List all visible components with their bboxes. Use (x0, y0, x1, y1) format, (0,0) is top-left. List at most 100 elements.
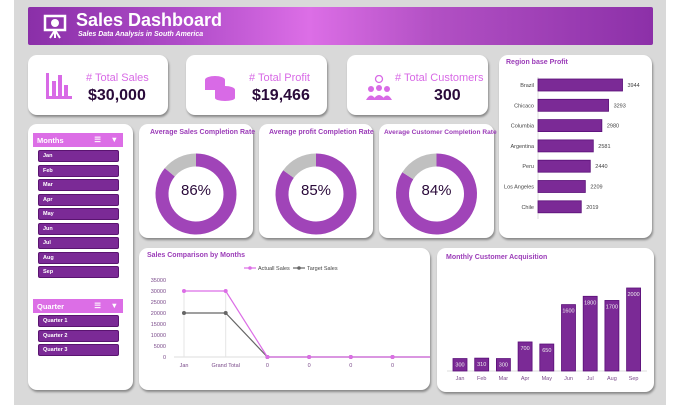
slicer-item-feb[interactable]: Feb (38, 164, 119, 177)
donut-slice-remaining (402, 153, 437, 180)
slicer-item-quarter-2[interactable]: Quarter 2 (38, 329, 119, 342)
y-tick-label: 20000 (151, 311, 166, 317)
data-point (265, 355, 270, 359)
data-point (307, 355, 312, 359)
data-label: 2000 (627, 292, 639, 298)
y-tick-label: 15000 (151, 322, 166, 328)
data-point (223, 289, 228, 293)
slicer-item-quarter-1[interactable]: Quarter 1 (38, 315, 119, 327)
donut-slice-completed (155, 153, 237, 235)
data-label: 1800 (584, 300, 596, 306)
slicer-item-sep[interactable]: Sep (38, 266, 119, 278)
chart-title: Sales Comparison by Months (147, 252, 246, 259)
bar (537, 139, 594, 153)
slicer-item-mar[interactable]: Mar (38, 179, 119, 191)
x-tick-label: 0 (349, 363, 352, 369)
kpi-label: # Total Sales (86, 72, 149, 84)
y-tick-label: 5000 (154, 344, 166, 350)
data-label: 2440 (595, 164, 607, 170)
multi-select-icon[interactable]: ☰ (94, 135, 101, 144)
slicer-item-jan[interactable]: Jan (38, 150, 119, 162)
slicer-item-jul[interactable]: Jul (38, 237, 119, 249)
x-tick-label: May (542, 376, 553, 382)
data-label: 2019 (586, 205, 598, 211)
clear-filter-icon[interactable]: ▼ (110, 301, 118, 310)
slicer-item-may[interactable]: May (38, 208, 119, 220)
bar (539, 343, 555, 372)
bar (561, 304, 576, 372)
sales-completion-donut (155, 153, 237, 235)
clear-filter-icon[interactable]: ▼ (110, 135, 118, 144)
kpi-value: $19,466 (252, 87, 310, 104)
data-label: 3293 (614, 103, 626, 109)
x-tick-label: Apr (521, 376, 530, 382)
legend-label: Actuall Sales (258, 266, 290, 272)
category-label: Chicaco (514, 103, 534, 109)
quarter-slicer-header: Quarter ☰ ▼ (33, 299, 123, 313)
y-tick-label: 10000 (151, 333, 166, 339)
kpi-total-sales: # Total Sales $30,000 (28, 55, 168, 115)
bar (452, 358, 468, 372)
y-tick-label: 0 (163, 355, 166, 361)
months-slicer-header: Months ☰ ▼ (33, 133, 123, 147)
category-label: Columbia (511, 124, 535, 130)
chart-title: Average profit Completion Rate (269, 129, 374, 136)
data-label: 2980 (607, 124, 619, 130)
kpi-value: $30,000 (88, 87, 146, 104)
chart-title: Average Customer Completion Rate (384, 129, 497, 136)
bar (537, 119, 603, 132)
donut-label: 84% (421, 182, 452, 199)
series-line (184, 290, 430, 358)
kpi-label: # Total Profit (249, 72, 310, 84)
bar (537, 180, 586, 193)
chart-title: Monthly Customer Acquisition (446, 254, 548, 261)
slicer-item-quarter-3[interactable]: Quarter 3 (38, 344, 119, 356)
legend-marker (297, 266, 301, 270)
x-tick-label: Jan (456, 376, 465, 382)
multi-select-icon[interactable]: ☰ (94, 301, 101, 310)
sales-comparison-chart: 0 5000 10000 15000 20000 25000 30000 35000 Jan Gr… (151, 266, 430, 369)
bar (537, 98, 609, 112)
data-label: 2581 (598, 144, 610, 150)
x-tick-label: 0 (391, 363, 394, 369)
category-label: Argentina (510, 144, 534, 150)
bar (582, 295, 598, 372)
bar (537, 200, 582, 214)
donut-label: 85% (300, 182, 332, 199)
donut-label: 86% (180, 182, 212, 199)
customer-completion-card: Average Customer Completion Rate 84% (379, 124, 497, 238)
kpi-total-customers: # Total Customers 300 (347, 55, 488, 115)
data-point (390, 355, 395, 359)
customer-completion-donut (396, 153, 477, 235)
bar (626, 287, 642, 372)
legend-label: Target Sales (307, 266, 338, 272)
bar-chart-icon (46, 73, 72, 99)
slicer-item-apr[interactable]: Apr (38, 193, 119, 206)
y-tick-label: 35000 (151, 278, 166, 284)
customer-acquisition-card: Monthly Customer Acquisition 300 Jan 310 Fe… (437, 248, 654, 392)
region-profit-card: Region base Profit Brazil 3944 Chicaco 3293… (499, 55, 652, 238)
data-label: 700 (521, 346, 530, 352)
data-point (182, 289, 186, 293)
data-label: 2209 (590, 185, 602, 191)
slicer-item-aug[interactable]: Aug (38, 251, 119, 264)
donut-slice-remaining (164, 153, 197, 177)
y-tick-label: 30000 (151, 289, 166, 295)
x-tick-label: Aug (607, 376, 617, 382)
series-line (184, 312, 430, 358)
slicer-item-jun[interactable]: Jun (38, 222, 119, 235)
bar (604, 300, 620, 372)
data-label: 310 (477, 362, 486, 368)
chart-title: Average Sales Completion Rate (150, 129, 256, 136)
data-point (223, 311, 228, 315)
x-tick-label: 0 (308, 363, 311, 369)
presentation-icon (43, 14, 67, 39)
customers-icon (366, 75, 392, 100)
data-label: 300 (499, 363, 508, 369)
x-tick-label: Sep (629, 376, 639, 382)
data-label: 650 (542, 348, 551, 354)
bar (517, 341, 533, 372)
slicer-title: Quarter (37, 302, 65, 311)
sales-comparison-card: Sales Comparison by Months 0 5000 10000 150… (139, 248, 430, 390)
legend-marker (248, 266, 252, 270)
